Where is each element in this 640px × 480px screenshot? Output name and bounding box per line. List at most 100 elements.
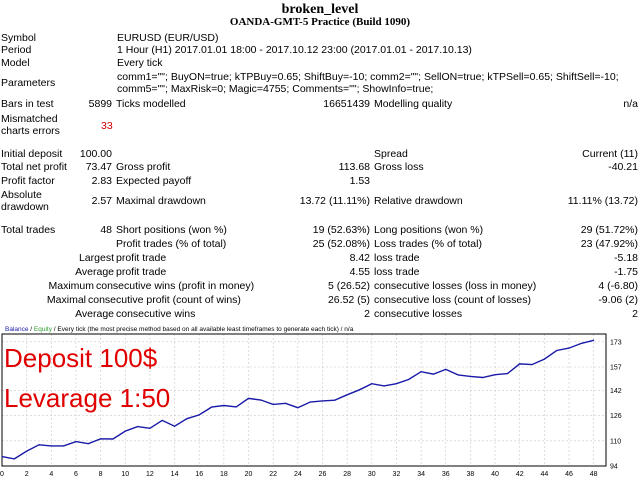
- balance-point: [531, 364, 533, 366]
- legend-separator-1: /: [29, 326, 34, 333]
- long-positions-value: 29 (51.72%): [580, 224, 638, 236]
- balance-point: [334, 399, 336, 401]
- average-loss-value: -1.75: [614, 266, 638, 278]
- x-tick-label: 12: [146, 471, 154, 478]
- largest-loss-label: loss trade: [374, 252, 420, 264]
- x-tick-label: 20: [245, 471, 253, 478]
- legend-model-text: Every tick (the most precise method base…: [57, 326, 338, 333]
- balance-point: [457, 374, 459, 376]
- balance-point: [100, 438, 102, 440]
- bars-label: Bars in test: [1, 98, 54, 110]
- balance-point: [50, 445, 52, 447]
- initial-deposit-label: Initial deposit: [1, 148, 63, 160]
- y-tick-label: 110: [610, 438, 621, 445]
- relative-drawdown-value: 11.11% (13.72): [567, 195, 638, 207]
- legend-balance: Balance: [5, 326, 29, 333]
- y-tick-label: 173: [610, 339, 622, 346]
- average-label: Average: [75, 266, 114, 278]
- maximal-consecutive-loss-value: -9.06 (2): [598, 294, 638, 306]
- y-tick-label: 142: [610, 388, 622, 395]
- x-tick-label: 44: [540, 471, 548, 478]
- largest-profit-label: profit trade: [116, 252, 167, 264]
- balance-chart: Balance / Equity / Every tick (the most …: [0, 322, 640, 480]
- profit-factor-label: Profit factor: [1, 175, 55, 187]
- average-consecutive-losses-label: consecutive losses: [374, 308, 463, 320]
- balance-point: [420, 371, 422, 373]
- x-tick-label: 14: [171, 471, 179, 478]
- profit-factor-value: 2.83: [91, 175, 112, 187]
- report-subtitle: OANDA-GMT-5 Practice (Build 1090): [229, 16, 411, 28]
- balance-point: [272, 403, 274, 405]
- total-trades-value: 48: [100, 224, 112, 236]
- overlay-deposit-text: Deposit 100$: [4, 343, 158, 373]
- average-consecutive-losses-value: 2: [632, 308, 638, 320]
- balance-point: [445, 368, 447, 370]
- maximal-drawdown-label: Maximal drawdown: [116, 195, 206, 207]
- x-tick-label: 24: [294, 471, 302, 478]
- largest-profit-value: 8.42: [349, 252, 370, 264]
- maximal-consecutive-profit-label: consecutive profit (count of wins): [88, 294, 241, 306]
- ticks-label: Ticks modelled: [116, 98, 186, 110]
- profit-trades-value: 25 (52.08%): [312, 238, 370, 250]
- short-positions-value: 19 (52.63%): [312, 224, 370, 236]
- total-net-profit-label: Total net profit: [1, 161, 67, 173]
- maximal-label: Maximal: [46, 294, 86, 306]
- balance-point: [580, 342, 582, 345]
- average-profit-value: 4.55: [349, 266, 370, 278]
- balance-point: [149, 427, 151, 429]
- balance-point: [75, 441, 77, 443]
- balance-point: [1, 455, 3, 458]
- gross-loss-value: -40.21: [608, 161, 638, 173]
- balance-point: [395, 383, 398, 385]
- balance-point: [235, 406, 237, 408]
- gross-profit-value: 113.68: [338, 161, 370, 173]
- balance-point: [543, 358, 545, 360]
- loss-trades-label: Loss trades (% of total): [374, 238, 482, 250]
- y-tick-label: 157: [610, 365, 622, 372]
- balance-point: [593, 339, 595, 341]
- x-tick-label: 38: [467, 471, 475, 478]
- balance-point: [408, 378, 410, 381]
- max-consecutive-wins-label: consecutive wins (profit in money): [96, 280, 255, 292]
- balance-point: [260, 399, 262, 401]
- mismatched-value: 33: [101, 120, 113, 132]
- balance-point: [494, 374, 496, 376]
- long-positions-label: Long positions (won %): [374, 224, 484, 236]
- balance-point: [519, 363, 521, 365]
- report-title: broken_level: [281, 2, 359, 17]
- balance-point: [432, 373, 435, 375]
- average-loss-label: loss trade: [374, 266, 420, 278]
- balance-point: [161, 419, 163, 422]
- maximal-drawdown-value: 13.72 (11.11%): [299, 195, 370, 207]
- average-consecutive-wins-value: 2: [364, 308, 370, 320]
- period-value: 1 Hour (H1) 2017.01.01 18:00 - 2017.10.1…: [117, 44, 472, 56]
- period-label: Period: [1, 44, 32, 56]
- total-net-profit-value: 73.47: [85, 161, 112, 173]
- x-tick-label: 42: [516, 471, 524, 478]
- short-positions-label: Short positions (won %): [116, 224, 227, 236]
- x-tick-label: 16: [195, 471, 203, 478]
- maximum-label: Maximum: [48, 280, 94, 292]
- x-tick-label: 2: [25, 471, 29, 478]
- balance-point: [87, 443, 89, 445]
- overlay-leverage-text: Levarage 1:50: [4, 383, 171, 413]
- balance-chart-svg: Balance / Equity / Every tick (the most …: [0, 322, 640, 480]
- balance-point: [38, 444, 40, 446]
- x-tick-label: 18: [220, 471, 228, 478]
- legend-separator-3: /: [339, 326, 344, 333]
- x-tick-label: 36: [442, 471, 450, 478]
- absolute-drawdown-label-1: Absolute: [1, 189, 42, 201]
- average-consecutive-label: Average: [75, 308, 114, 320]
- balance-point: [63, 445, 65, 447]
- x-tick-label: 22: [269, 471, 277, 478]
- gross-profit-label: Gross profit: [116, 161, 171, 173]
- absolute-drawdown-label-2: drawdown: [1, 201, 49, 213]
- expected-payoff-value: 1.53: [349, 175, 370, 187]
- parameters-label: Parameters: [1, 77, 56, 89]
- balance-point: [124, 430, 126, 432]
- balance-point: [358, 389, 361, 391]
- average-consecutive-wins-label: consecutive wins: [116, 308, 196, 320]
- chart-legend: Balance / Equity / Every tick (the most …: [5, 326, 354, 333]
- x-tick-label: 46: [565, 471, 573, 478]
- x-tick-label: 32: [393, 471, 401, 478]
